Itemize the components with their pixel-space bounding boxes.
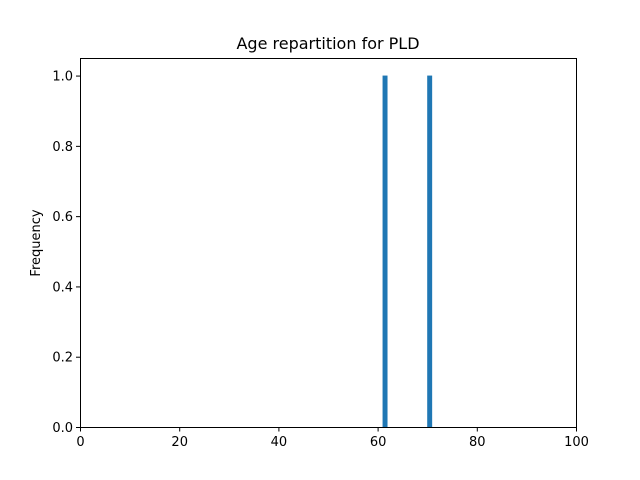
histogram-bar-2 [427, 75, 433, 428]
y-tick-label: 1.0 [52, 70, 73, 85]
x-tick-label: 80 [469, 435, 486, 450]
histogram-bar-1 [382, 75, 388, 428]
y-tick-label: 0.2 [52, 351, 73, 366]
y-tick-label: 0.0 [52, 421, 73, 436]
y-axis-label: Frequency [29, 209, 44, 276]
x-axis-ticks: 0 20 40 60 80 100 [76, 427, 589, 450]
x-tick-label: 100 [564, 435, 589, 450]
x-tick-label: 40 [271, 435, 288, 450]
x-tick-label: 0 [76, 435, 84, 450]
x-tick-label: 60 [370, 435, 387, 450]
y-tick-label: 0.6 [52, 210, 73, 225]
bars-group [382, 75, 433, 428]
y-axis-ticks: 0.0 0.2 0.4 0.6 0.8 1.0 [52, 70, 81, 436]
x-tick-label: 20 [171, 435, 188, 450]
plot-frame [80, 58, 577, 428]
y-tick-label: 0.8 [52, 140, 73, 155]
y-tick-label: 0.4 [52, 280, 73, 295]
chart-title: Age repartition for PLD [236, 34, 419, 53]
